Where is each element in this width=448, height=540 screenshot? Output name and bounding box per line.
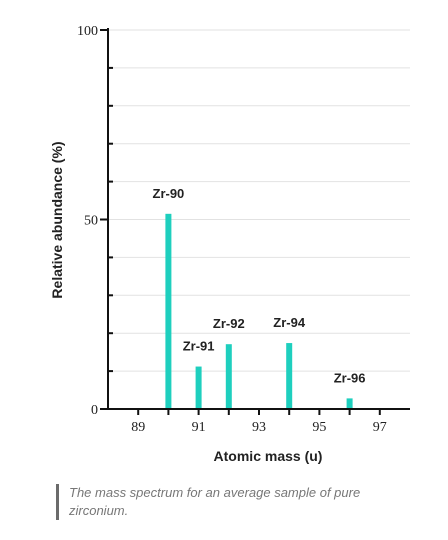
labels: Zr-90 Zr-91 Zr-92 Zr-94 Zr-96 0 50 100 89 91 93 95 9… <box>77 24 387 435</box>
mass-spectrum-chart: Zr-90 Zr-91 Zr-92 Zr-94 Zr-96 0 50 100 89 91 93 95 9… <box>49 24 410 464</box>
x-axis-title: Atomic mass (u) <box>214 448 323 464</box>
x-tick-label: 97 <box>373 420 387 435</box>
figure-caption: The mass spectrum for an average sample … <box>56 484 399 520</box>
bar-zr-96 <box>346 398 353 409</box>
y-tick-label: 50 <box>84 214 98 229</box>
x-tick-label: 89 <box>131 420 145 435</box>
bar-label-zr-90: Zr-90 <box>153 186 185 201</box>
bar-label-zr-91: Zr-91 <box>183 339 215 354</box>
y-tick-label: 100 <box>77 24 98 39</box>
bars <box>165 213 353 409</box>
y-axis-title: Relative abundance (%) <box>49 141 65 298</box>
gridlines <box>108 29 410 372</box>
axes <box>100 28 410 415</box>
bar-label-zr-92: Zr-92 <box>213 316 245 331</box>
bar-zr-92 <box>225 344 232 409</box>
x-tick-label: 93 <box>252 420 266 435</box>
bar-zr-90 <box>165 213 172 409</box>
bar-zr-94 <box>286 343 293 409</box>
y-tick-label: 0 <box>91 403 98 418</box>
x-tick-label: 91 <box>192 420 206 435</box>
bar-label-zr-96: Zr-96 <box>334 370 366 385</box>
x-tick-label: 95 <box>312 420 326 435</box>
bar-zr-91 <box>195 366 202 409</box>
bar-label-zr-94: Zr-94 <box>273 315 306 330</box>
